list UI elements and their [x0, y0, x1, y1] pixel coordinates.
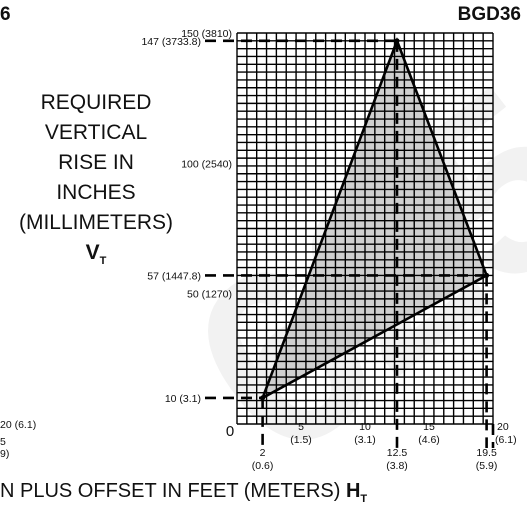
x-tick-label: 2: [260, 447, 266, 459]
chart-title: BGD36: [457, 4, 521, 25]
left-fragment-label: 9): [0, 448, 9, 460]
y-tick-label: 10 (3.1): [165, 393, 201, 405]
x-tick-label: 19.5: [476, 447, 497, 459]
x-tick-label: 20: [497, 421, 509, 433]
x-tick-sublabel: (3.1): [354, 434, 376, 446]
x-tick-sublabel: (4.6): [418, 434, 440, 446]
y-axis-symbol-letter: V: [85, 241, 100, 264]
y-axis-label-line: VERTICAL: [44, 121, 148, 144]
y-axis-label-line: REQUIRED: [40, 91, 152, 114]
y-axis-symbol: VT: [6, 238, 186, 276]
y-axis-label-line: INCHES: [56, 181, 136, 204]
x-axis-title: N PLUS OFFSET IN FEET (METERS) HT: [0, 480, 367, 505]
x-tick-sublabel: (3.8): [386, 460, 408, 472]
x-tick-label: 10: [359, 421, 371, 433]
data-point: [484, 272, 490, 278]
y-tick-label: 50 (1270): [187, 289, 232, 301]
y-tick-label: 57 (1447.8): [147, 270, 201, 282]
x-tick-sublabel: (6.1): [495, 434, 517, 446]
y-tick-label: 147 (3733.8): [141, 36, 201, 48]
x-tick-sublabel: (5.9): [476, 460, 498, 472]
x-axis-symbol: H: [345, 480, 361, 502]
y-tick-label: 100 (2540): [181, 158, 232, 170]
x-tick-sublabel: (1.5): [290, 434, 312, 446]
x-tick-label: 5: [298, 421, 304, 433]
y-axis-label: REQUIRED VERTICAL RISE IN INCHES (MILLIM…: [6, 88, 186, 276]
left-fragment-label: 5: [0, 436, 6, 448]
y-tick-label: 150 (3810): [181, 28, 232, 40]
left-fragment-label: 20 (6.1): [0, 419, 36, 431]
x-axis-title-text: N PLUS OFFSET IN FEET (METERS): [0, 480, 346, 502]
x-tick-sublabel: (0.6): [252, 460, 274, 472]
x-tick-label: 0: [226, 423, 234, 440]
data-point: [394, 38, 400, 44]
y-axis-symbol-sub: T: [99, 255, 107, 268]
y-axis-label-line: (MILLIMETERS): [18, 211, 173, 234]
x-tick-label: 12.5: [387, 447, 408, 459]
x-tick-label: 15: [423, 421, 435, 433]
data-point: [260, 395, 266, 401]
left-edge-fragment: 6: [0, 4, 11, 25]
x-axis-symbol-sub: T: [360, 493, 368, 505]
data-polygon-outline: [260, 37, 489, 401]
y-axis-label-line: RISE IN: [58, 151, 134, 174]
